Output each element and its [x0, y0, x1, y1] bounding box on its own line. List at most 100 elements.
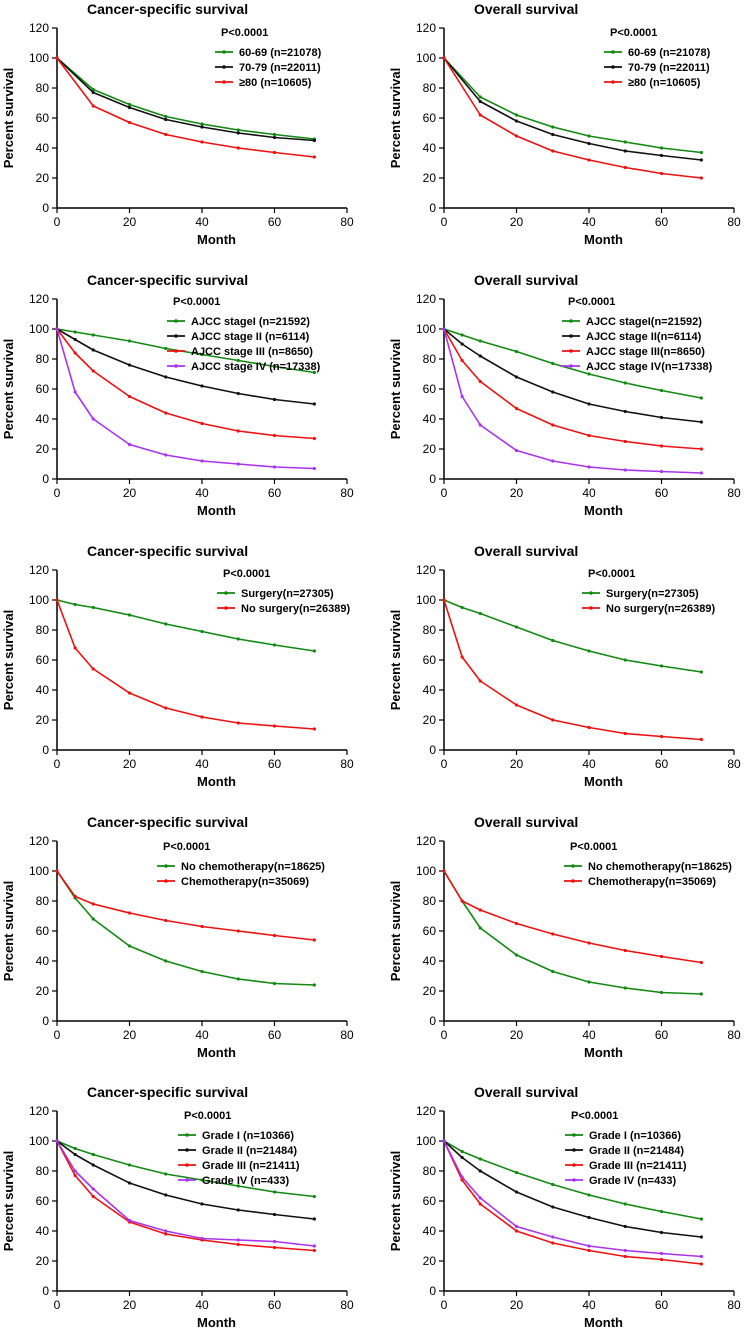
- x-tick-label: 0: [441, 1028, 448, 1042]
- survival-curve: [443, 57, 702, 179]
- y-tick-label: 120: [416, 292, 436, 306]
- x-tick-label: 0: [441, 1298, 448, 1312]
- curve-point: [460, 1178, 464, 1182]
- x-tick-label: 40: [582, 757, 596, 771]
- curve-point: [699, 176, 703, 180]
- survival-curve: [56, 870, 315, 986]
- x-tick-label: 40: [582, 486, 596, 500]
- y-tick-label: 120: [29, 563, 49, 577]
- y-tick-label: 40: [36, 683, 50, 697]
- legend-entry: Grade II (n=21484): [178, 1145, 297, 1157]
- y-tick-label: 120: [29, 834, 49, 848]
- curve-point: [127, 442, 132, 447]
- curve-point: [73, 1146, 77, 1151]
- p-value: P<0.0001: [610, 27, 657, 39]
- x-tick-label: 80: [727, 215, 741, 229]
- legend-entry: Surgery(n=27305): [582, 588, 699, 600]
- curve-point: [200, 924, 204, 929]
- y-tick-label: 0: [42, 472, 49, 486]
- curve-point: [91, 87, 95, 92]
- x-tick-label: 80: [727, 757, 741, 771]
- x-axis-label: Month: [584, 503, 623, 518]
- curve-point: [659, 1209, 664, 1214]
- curve-point: [659, 664, 664, 668]
- curve-point: [659, 153, 664, 158]
- curve-point: [164, 132, 168, 137]
- curve-point: [236, 721, 240, 725]
- x-tick-label: 0: [54, 486, 61, 500]
- y-tick-label: 40: [36, 141, 50, 155]
- y-axis-label: Percent survival: [1, 339, 16, 439]
- legend-label: AJCC stage IV(n=17338): [586, 361, 713, 373]
- y-tick-label: 100: [29, 1134, 49, 1148]
- legend-label: ≥80 (n=10605): [239, 77, 312, 89]
- curve-point: [236, 391, 240, 396]
- legend-entry: Grade II (n=21484): [565, 1145, 684, 1157]
- curve-point: [164, 1229, 168, 1233]
- curve-point: [55, 598, 59, 602]
- x-tick-label: 0: [54, 757, 61, 771]
- x-tick-label: 40: [195, 486, 209, 500]
- y-tick-label: 120: [416, 563, 436, 577]
- y-tick-label: 60: [423, 924, 437, 938]
- y-tick-label: 120: [416, 834, 436, 848]
- x-axis-label: Month: [197, 774, 236, 789]
- curve-point: [312, 138, 316, 143]
- curve-point: [236, 429, 240, 433]
- curve-point: [127, 120, 132, 125]
- y-tick-label: 120: [29, 1104, 49, 1118]
- legend-entry: Grade III (n=21411): [565, 1160, 687, 1172]
- curve-point: [699, 737, 703, 742]
- legend-marker: [222, 80, 226, 84]
- curve-point: [478, 679, 482, 683]
- curve-point: [442, 598, 446, 602]
- curve-point: [551, 459, 555, 463]
- y-tick-label: 0: [42, 201, 49, 215]
- curve-point: [514, 1190, 519, 1194]
- y-axis-label: Percent survival: [388, 881, 403, 981]
- curve-point: [164, 622, 168, 626]
- curve-point: [514, 134, 519, 138]
- legend-label: AJCC stageI(n=21592): [586, 316, 702, 328]
- x-tick-label: 60: [655, 757, 669, 771]
- curve-point: [164, 117, 168, 122]
- legend-marker: [569, 364, 573, 368]
- survival-curve: [56, 57, 315, 142]
- curve-point: [200, 1236, 204, 1241]
- legend-entry: AJCC stage IV(n=17338): [562, 361, 713, 373]
- curve-point: [551, 132, 555, 137]
- curve-point: [659, 1251, 664, 1256]
- curve-point: [200, 125, 204, 129]
- curve-point: [127, 911, 132, 915]
- y-tick-label: 20: [423, 984, 437, 998]
- legend-label: AJCC stageI (n=21592): [191, 316, 310, 328]
- survival-curve: [443, 870, 702, 995]
- curve-point: [91, 902, 95, 906]
- survival-curve: [443, 57, 702, 154]
- y-tick-label: 100: [29, 864, 49, 878]
- curve-point: [659, 146, 664, 150]
- curve-point: [236, 929, 240, 933]
- legend-entry: AJCC stage II (n=6114): [167, 331, 310, 343]
- curve-point: [73, 602, 77, 607]
- curve-point: [236, 977, 240, 981]
- legend-label: Grade I (n=10366): [589, 1130, 681, 1142]
- curve-point: [587, 158, 591, 162]
- legend-marker: [572, 1178, 576, 1182]
- curve-point: [55, 56, 59, 60]
- legend-label: No chemotherapy(n=18625): [588, 861, 732, 873]
- p-value: P<0.0001: [163, 841, 210, 853]
- y-axis-label: Percent survival: [1, 881, 16, 981]
- legend-entry: AJCC stage II(n=6114): [562, 331, 702, 343]
- curve-point: [514, 448, 519, 453]
- y-tick-label: 40: [423, 954, 437, 968]
- curve-point: [514, 1229, 519, 1233]
- x-tick-label: 60: [268, 1298, 282, 1312]
- curve-point: [478, 423, 482, 427]
- curve-point: [164, 411, 168, 415]
- x-tick-label: 80: [340, 1298, 354, 1312]
- km-chart: Overall survival 0 20 40 60 80 100 120 0 20 40 60 80…: [388, 272, 741, 518]
- y-tick-label: 80: [423, 894, 437, 908]
- legend-entry: Grade I (n=10366): [178, 1130, 294, 1142]
